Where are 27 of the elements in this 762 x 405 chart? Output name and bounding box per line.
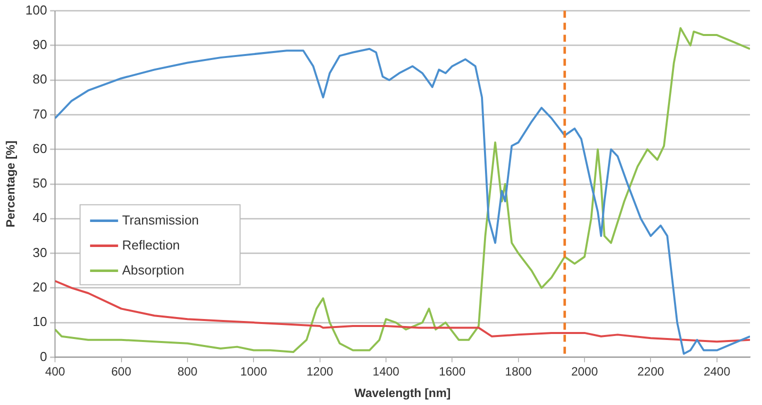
y-tick-label: 40: [32, 210, 48, 226]
x-tick-label: 1400: [372, 364, 400, 379]
x-tick-label: 2200: [637, 364, 664, 379]
legend-label: Absorption: [122, 262, 184, 278]
x-axis-title: Wavelength [nm]: [354, 386, 451, 400]
x-tick-label: 2000: [571, 364, 598, 379]
y-tick-label: 100: [25, 2, 48, 18]
x-tick-label: 400: [45, 364, 66, 379]
legend-label: Reflection: [122, 237, 180, 252]
y-tick-label: 10: [32, 314, 48, 330]
x-tick-label: 600: [111, 364, 132, 379]
x-tick-label: 1800: [505, 364, 532, 379]
x-tick-label: 1200: [306, 364, 334, 379]
x-tick-label: 2400: [704, 364, 731, 379]
y-tick-label: 90: [32, 37, 48, 52]
y-tick-label: 20: [32, 280, 48, 294]
y-tick-label: 0: [40, 348, 48, 364]
y-tick-label: 30: [32, 244, 48, 260]
legend-label: Transmission: [122, 212, 199, 228]
y-tick-label: 80: [32, 72, 48, 87]
x-tick-label: 1000: [240, 364, 268, 379]
y-tick-label: 50: [32, 176, 48, 191]
y-axis-title: Percentage [%]: [4, 140, 18, 228]
x-tick-label: 800: [177, 364, 198, 379]
y-tick-label: 60: [32, 140, 48, 156]
x-tick-label: 1600: [438, 364, 466, 379]
y-tick-label: 70: [32, 106, 48, 122]
